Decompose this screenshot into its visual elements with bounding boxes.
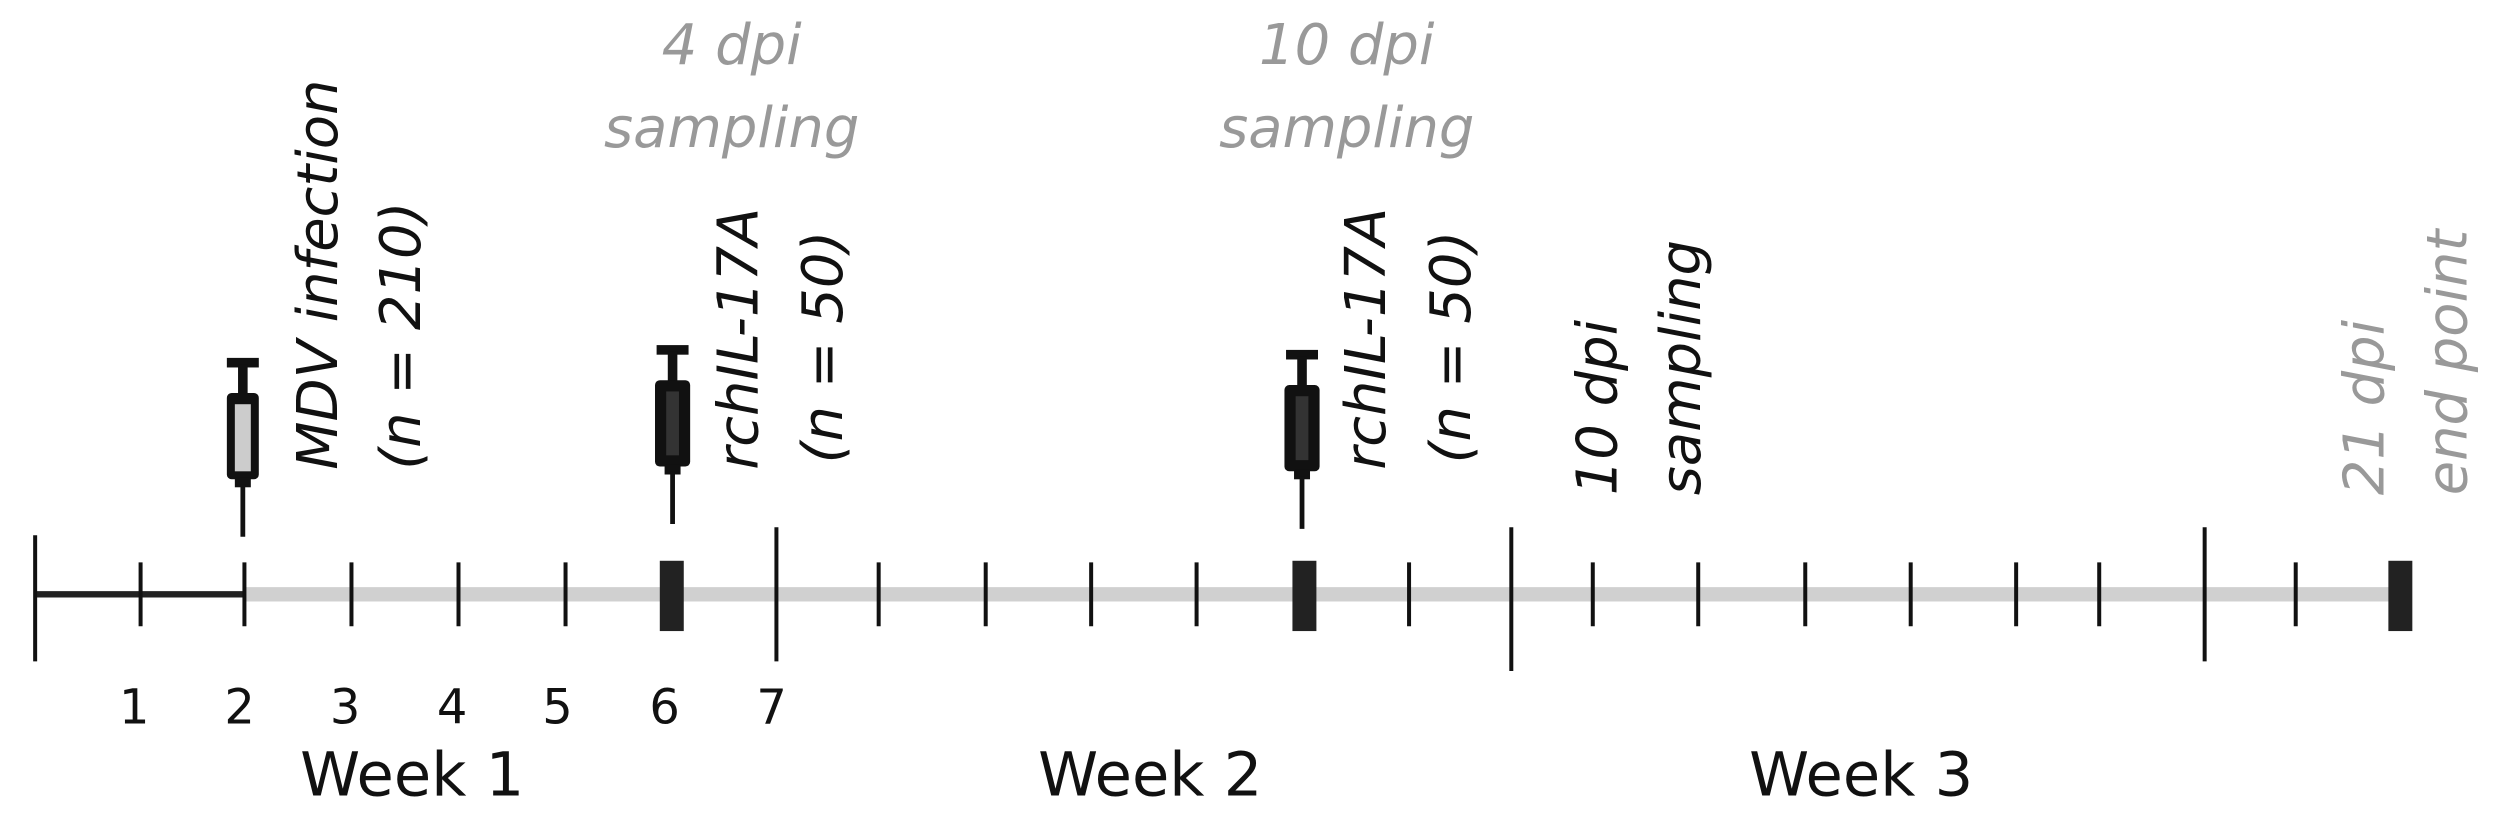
annotation: (n = 50) — [1419, 231, 1484, 464]
annotation: rchIL-17A — [706, 208, 771, 470]
day-label: 5 — [542, 681, 572, 736]
day-label: 7 — [756, 681, 786, 736]
annotation: (n = 50) — [791, 231, 856, 464]
day-label: 1 — [119, 681, 149, 736]
day-label: 3 — [330, 681, 360, 736]
day-label: 6 — [649, 681, 679, 736]
ticks — [33, 527, 2413, 672]
week-label: Week 3 — [1749, 741, 1973, 811]
annotation: 10 dpi — [1566, 319, 1631, 495]
annotation: sampling — [1649, 240, 1714, 495]
annotation: sampling — [1219, 96, 1474, 161]
annotation: (n = 210) — [369, 202, 434, 470]
syringe — [655, 345, 691, 525]
week-label: Week 1 — [300, 741, 524, 811]
annotation: 10 dpi — [1259, 13, 1435, 78]
syringe — [1284, 349, 1320, 529]
annotation: 4 dpi — [662, 13, 802, 78]
day-label: 4 — [437, 681, 467, 736]
annotation: end point — [2416, 228, 2481, 496]
syringe — [226, 357, 259, 537]
annotation: rchIL-17A — [1334, 208, 1399, 470]
annotation: sampling — [604, 96, 859, 161]
annotation: 21 dpi — [2333, 319, 2398, 495]
day-label: 2 — [224, 681, 254, 736]
annotation: MDV infection — [286, 80, 351, 470]
week-label: Week 2 — [1038, 741, 1262, 811]
